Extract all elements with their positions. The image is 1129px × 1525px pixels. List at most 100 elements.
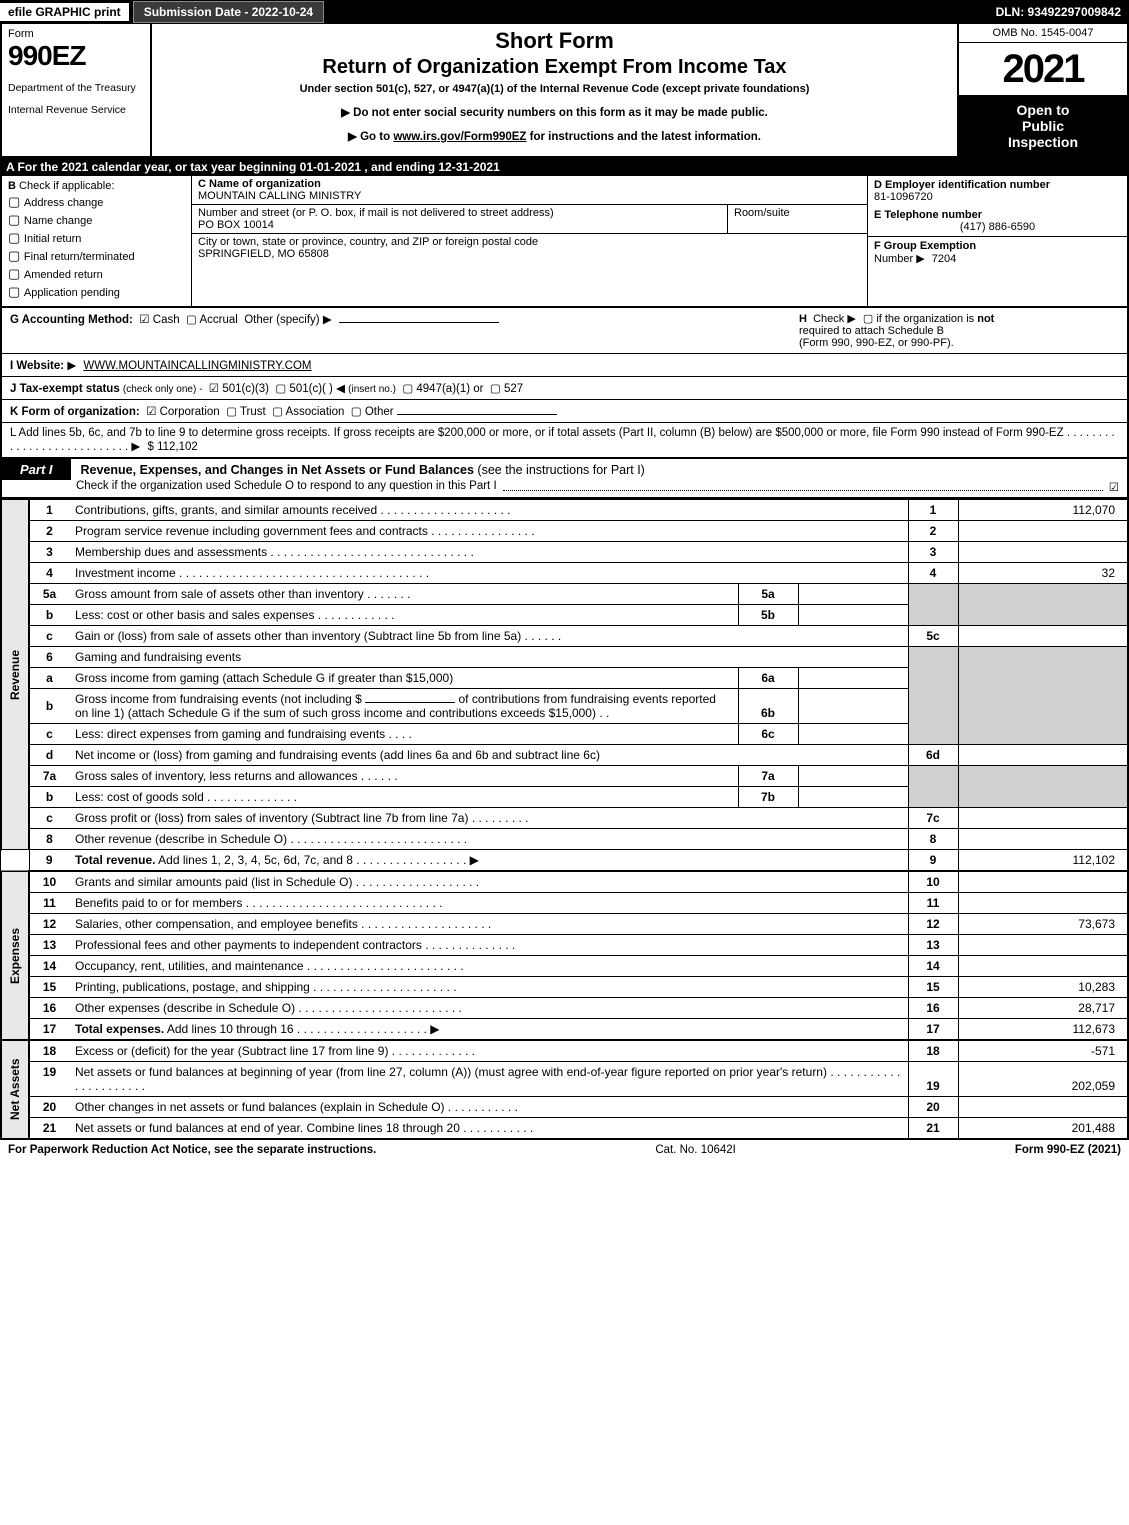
desc-11: Benefits paid to or for members . . . . …: [69, 893, 908, 914]
desc-1-text: Contributions, gifts, grants, and simila…: [75, 503, 377, 517]
num-19: 19: [908, 1062, 958, 1097]
num-20: 20: [908, 1097, 958, 1118]
subval-5a: [798, 584, 908, 605]
efile-label[interactable]: efile GRAPHIC print: [0, 3, 129, 21]
h-checkbox[interactable]: [863, 313, 876, 325]
d-row: D Employer identification number 81-1096…: [868, 176, 1127, 206]
k-form-org-row: K Form of organization: Corporation Trus…: [0, 400, 1129, 423]
row-10: Expenses 10 Grants and similar amounts p…: [1, 871, 1128, 893]
h-box: H Check if the organization is not requi…: [789, 312, 1119, 349]
desc-6d: Net income or (loss) from gaming and fun…: [69, 745, 908, 766]
k-other[interactable]: Other: [351, 406, 394, 418]
desc-5a-text: Gross amount from sale of assets other t…: [75, 587, 364, 601]
ssn-warning: Do not enter social security numbers on …: [162, 105, 947, 119]
check-address-change[interactable]: Address change: [8, 194, 185, 210]
under-section: Under section 501(c), 527, or 4947(a)(1)…: [162, 83, 947, 95]
row-9: 9 Total revenue. Add lines 1, 2, 3, 4, 5…: [1, 850, 1128, 872]
l-value: $ 112,102: [147, 441, 197, 453]
desc-2: Program service revenue including govern…: [69, 521, 908, 542]
c-street-row: Number and street (or P. O. box, if mail…: [192, 205, 867, 234]
shade-5ab: [908, 584, 958, 626]
val-3: [958, 542, 1128, 563]
b-header: B: [8, 180, 16, 192]
org-city: SPRINGFIELD, MO 65808: [198, 248, 861, 260]
row-8: 8 Other revenue (describe in Schedule O)…: [1, 829, 1128, 850]
j-501c[interactable]: 501(c)( ): [275, 383, 333, 395]
open-to-public: Open to Public Inspection: [959, 96, 1127, 156]
check-final-return[interactable]: Final return/terminated: [8, 248, 185, 264]
row-12: 12 Salaries, other compensation, and emp…: [1, 914, 1128, 935]
k-trust[interactable]: Trust: [226, 406, 266, 418]
check-name-change[interactable]: Name change: [8, 212, 185, 228]
header-right: OMB No. 1545-0047 2021 Open to Public In…: [957, 24, 1127, 156]
num-13: 13: [908, 935, 958, 956]
footer: For Paperwork Reduction Act Notice, see …: [0, 1140, 1129, 1160]
part1-title-text: Revenue, Expenses, and Changes in Net As…: [81, 463, 474, 477]
j-501c3[interactable]: 501(c)(3): [209, 383, 269, 395]
j-4947[interactable]: 4947(a)(1) or: [402, 383, 483, 395]
k-corporation[interactable]: Corporation: [146, 406, 220, 418]
desc-7c: Gross profit or (loss) from sales of inv…: [69, 808, 908, 829]
g-cash[interactable]: Cash: [139, 314, 179, 326]
desc-11-text: Benefits paid to or for members: [75, 896, 242, 910]
i-label: I Website:: [10, 360, 64, 372]
check-amended-return[interactable]: Amended return: [8, 266, 185, 282]
ln-6d: d: [29, 745, 69, 766]
goto-link[interactable]: www.irs.gov/Form990EZ: [393, 131, 526, 143]
j-527[interactable]: 527: [490, 383, 523, 395]
val-4: 32: [958, 563, 1128, 584]
h-text2: if the organization is: [876, 313, 974, 325]
row-5c: c Gain or (loss) from sale of assets oth…: [1, 626, 1128, 647]
j-label: J Tax-exempt status: [10, 383, 120, 395]
val-7c: [958, 808, 1128, 829]
ln-19: 19: [29, 1062, 69, 1097]
g-accrual[interactable]: Accrual: [186, 314, 238, 326]
check-application-pending[interactable]: Application pending: [8, 284, 185, 300]
ln-5b: b: [29, 605, 69, 626]
val-1: 112,070: [958, 500, 1128, 521]
check-initial-return[interactable]: Initial return: [8, 230, 185, 246]
desc-16: Other expenses (describe in Schedule O) …: [69, 998, 908, 1019]
desc-9-bold: Total revenue.: [75, 853, 155, 867]
row-4: 4 Investment income . . . . . . . . . . …: [1, 563, 1128, 584]
val-18: -571: [958, 1040, 1128, 1062]
row-19: 19 Net assets or fund balances at beginn…: [1, 1062, 1128, 1097]
c-city-row: City or town, state or province, country…: [192, 234, 867, 262]
footer-right-bold: 990-EZ: [1047, 1144, 1085, 1156]
desc-12: Salaries, other compensation, and employ…: [69, 914, 908, 935]
val-13: [958, 935, 1128, 956]
ln-8: 8: [29, 829, 69, 850]
6b-blank[interactable]: [365, 702, 455, 703]
val-6d: [958, 745, 1128, 766]
row-16: 16 Other expenses (describe in Schedule …: [1, 998, 1128, 1019]
desc-21-text: Net assets or fund balances at end of ye…: [75, 1121, 460, 1135]
g-other-input[interactable]: [339, 322, 499, 323]
part1-checkbox[interactable]: [1109, 480, 1127, 494]
num-16: 16: [908, 998, 958, 1019]
desc-14: Occupancy, rent, utilities, and maintena…: [69, 956, 908, 977]
ln-7b: b: [29, 787, 69, 808]
num-10: 10: [908, 871, 958, 893]
desc-5c: Gain or (loss) from sale of assets other…: [69, 626, 908, 647]
g-label: G Accounting Method:: [10, 314, 133, 326]
desc-5b-text: Less: cost or other basis and sales expe…: [75, 608, 314, 622]
def-column: D Employer identification number 81-1096…: [867, 176, 1127, 306]
num-3: 3: [908, 542, 958, 563]
desc-9-text: Add lines 1, 2, 3, 4, 5c, 6d, 7c, and 8: [155, 853, 352, 867]
h-text4: (Form 990, 990-EZ, or 990-PF).: [799, 337, 954, 349]
section-a: A For the 2021 calendar year, or tax yea…: [0, 158, 1129, 176]
omb-number: OMB No. 1545-0047: [959, 24, 1127, 43]
arrow-17-icon: [430, 1022, 443, 1036]
desc-6: Gaming and fundraising events: [69, 647, 908, 668]
dept-irs: Internal Revenue Service: [8, 104, 144, 116]
ln-7a: 7a: [29, 766, 69, 787]
shadeval-5ab: [958, 584, 1128, 626]
return-title: Return of Organization Exempt From Incom…: [162, 56, 947, 79]
website-link[interactable]: WWW.MOUNTAINCALLINGMINISTRY.COM: [83, 360, 311, 372]
g-other[interactable]: Other (specify): [244, 314, 319, 326]
e-row: E Telephone number (417) 886-6590: [868, 206, 1127, 237]
k-other-input[interactable]: [397, 414, 557, 415]
k-association[interactable]: Association: [272, 406, 344, 418]
part1-sub-text: Check if the organization used Schedule …: [76, 480, 497, 494]
ln-10: 10: [29, 871, 69, 893]
